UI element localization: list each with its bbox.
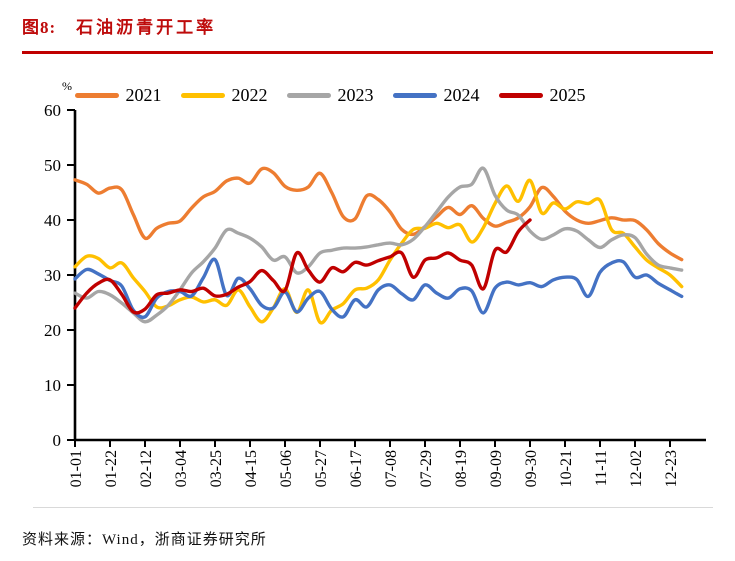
x-tick-label: 02-12 (138, 450, 155, 487)
source-note: 资料来源：Wind，浙商证券研究所 (22, 532, 267, 548)
figure-label: 图8: (22, 18, 57, 37)
y-tick-label: 20 (44, 321, 61, 340)
x-tick-label: 07-08 (383, 450, 400, 487)
legend-swatch-2025 (498, 92, 543, 98)
figure-title: 石油沥青开工率 (76, 18, 217, 37)
legend-label-2022: 2022 (231, 85, 268, 105)
series-line-2021 (73, 166, 684, 262)
title-rule (22, 51, 713, 54)
x-tick-label: 06-17 (348, 450, 365, 487)
legend-label-2021: 2021 (125, 85, 162, 105)
legend-item-2021: 2021 (74, 84, 162, 106)
legend-swatch-2023 (286, 92, 331, 98)
legend-item-2024: 2024 (392, 84, 480, 106)
legend-label-2024: 2024 (443, 85, 480, 105)
x-tick-label: 09-09 (488, 450, 505, 487)
x-tick-label: 04-15 (243, 450, 260, 487)
y-tick-label: 50 (44, 156, 61, 175)
legend-swatch-2021 (74, 92, 119, 98)
x-tick-label: 07-29 (418, 450, 435, 487)
x-tick-label: 10-21 (558, 450, 575, 487)
legend-swatch-2022 (180, 92, 225, 98)
y-tick-label: 0 (53, 431, 62, 450)
x-tick-label: 03-25 (208, 450, 225, 487)
figure-title-row: 图8: 石油沥青开工率 (22, 13, 216, 38)
legend-item-2022: 2022 (180, 84, 268, 106)
y-tick-label: 40 (44, 211, 61, 230)
x-tick-label: 03-04 (173, 450, 190, 487)
x-tick-label: 12-23 (663, 450, 680, 487)
series-line-2025 (73, 218, 532, 315)
x-tick-label: 12-02 (628, 450, 645, 487)
x-tick-label: 09-30 (523, 450, 540, 487)
x-tick-label: 08-19 (453, 450, 470, 487)
bottom-divider (33, 507, 713, 508)
x-tick-label: 01-22 (103, 450, 120, 487)
y-tick-label: 60 (44, 101, 61, 120)
y-axis-unit-label: % (62, 79, 72, 93)
x-tick-label: 05-06 (278, 450, 295, 487)
legend-label-2023: 2023 (337, 85, 374, 105)
x-tick-label: 01-01 (68, 450, 85, 487)
y-tick-label: 10 (44, 376, 61, 395)
legend-swatch-2024 (392, 92, 437, 98)
legend-label-2025: 2025 (549, 85, 586, 105)
legend-item-2025: 2025 (498, 84, 586, 106)
series-line-2022 (73, 178, 684, 325)
legend: 2021 2022 2023 2024 2025 (0, 84, 660, 106)
y-tick-label: 30 (44, 266, 61, 285)
x-tick-label: 11-11 (593, 450, 610, 486)
legend-item-2023: 2023 (286, 84, 374, 106)
series-line-2023 (73, 166, 684, 324)
x-tick-label: 05-27 (313, 450, 330, 487)
